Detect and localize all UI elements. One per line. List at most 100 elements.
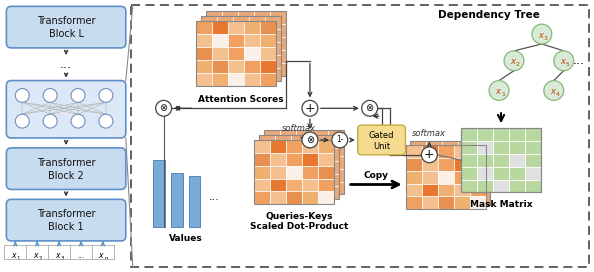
- Bar: [477, 167, 493, 180]
- Bar: [302, 178, 318, 191]
- Bar: [474, 180, 490, 192]
- Bar: [275, 174, 291, 187]
- Text: 2: 2: [39, 256, 42, 261]
- Bar: [410, 154, 426, 167]
- Bar: [222, 24, 238, 37]
- Circle shape: [532, 24, 552, 44]
- Bar: [470, 196, 486, 209]
- Bar: [260, 73, 276, 85]
- Bar: [307, 174, 323, 187]
- Bar: [458, 154, 474, 167]
- Bar: [474, 141, 490, 154]
- FancyBboxPatch shape: [358, 125, 406, 155]
- Bar: [233, 42, 249, 55]
- Bar: [254, 140, 270, 153]
- Bar: [474, 154, 490, 167]
- Bar: [270, 178, 286, 191]
- Bar: [213, 60, 228, 73]
- Bar: [270, 166, 286, 178]
- Bar: [454, 171, 470, 184]
- Bar: [461, 154, 477, 167]
- Bar: [259, 187, 275, 199]
- Bar: [207, 37, 222, 50]
- Text: 1: 1: [17, 256, 20, 261]
- Bar: [217, 68, 233, 81]
- Bar: [323, 161, 339, 174]
- Bar: [525, 180, 541, 192]
- Bar: [477, 128, 493, 141]
- Bar: [249, 42, 265, 55]
- Bar: [443, 192, 458, 205]
- Bar: [509, 180, 525, 192]
- Bar: [438, 158, 454, 171]
- FancyBboxPatch shape: [7, 148, 126, 190]
- Bar: [312, 130, 328, 143]
- Bar: [477, 180, 493, 192]
- Bar: [280, 181, 296, 194]
- Bar: [259, 161, 275, 174]
- Bar: [474, 192, 490, 205]
- Bar: [461, 141, 477, 154]
- Bar: [509, 154, 525, 167]
- Bar: [323, 187, 339, 199]
- Bar: [270, 191, 286, 204]
- Bar: [249, 68, 265, 81]
- Bar: [454, 158, 470, 171]
- Bar: [307, 187, 323, 199]
- Bar: [270, 50, 286, 63]
- Bar: [312, 181, 328, 194]
- Circle shape: [302, 100, 318, 116]
- Bar: [270, 140, 286, 153]
- Bar: [131, 5, 589, 267]
- Text: ⊗: ⊗: [160, 103, 168, 113]
- Bar: [254, 178, 270, 191]
- Bar: [260, 21, 276, 34]
- Bar: [207, 11, 286, 76]
- Text: x: x: [510, 57, 516, 66]
- Text: 5: 5: [566, 62, 570, 67]
- Bar: [296, 143, 312, 156]
- Bar: [461, 180, 477, 192]
- Bar: [302, 153, 318, 166]
- Bar: [254, 11, 270, 24]
- Bar: [286, 140, 302, 153]
- Bar: [291, 161, 307, 174]
- Bar: [213, 73, 228, 85]
- Bar: [323, 174, 339, 187]
- Text: 4: 4: [556, 92, 560, 97]
- Bar: [454, 196, 470, 209]
- Bar: [291, 135, 307, 148]
- Bar: [197, 34, 213, 47]
- Text: 3: 3: [544, 36, 548, 41]
- Bar: [307, 148, 323, 161]
- Circle shape: [43, 88, 57, 102]
- Bar: [259, 135, 339, 199]
- Circle shape: [332, 132, 347, 148]
- Circle shape: [421, 147, 437, 163]
- Circle shape: [43, 114, 57, 128]
- Bar: [328, 156, 344, 169]
- Bar: [323, 135, 339, 148]
- Bar: [458, 180, 474, 192]
- Text: Copy: Copy: [364, 171, 388, 180]
- Bar: [260, 60, 276, 73]
- Bar: [291, 187, 307, 199]
- Bar: [197, 60, 213, 73]
- Bar: [254, 153, 270, 166]
- Bar: [426, 180, 443, 192]
- Circle shape: [489, 81, 509, 100]
- Bar: [197, 73, 213, 85]
- Circle shape: [504, 51, 524, 71]
- Bar: [470, 158, 486, 171]
- Bar: [461, 128, 541, 192]
- Text: ...: ...: [60, 58, 72, 71]
- Text: Transformer: Transformer: [37, 158, 95, 168]
- Bar: [318, 191, 334, 204]
- Bar: [207, 24, 222, 37]
- Text: x: x: [55, 251, 59, 260]
- Bar: [264, 130, 344, 194]
- Bar: [233, 16, 249, 29]
- Bar: [493, 154, 509, 167]
- Bar: [265, 55, 281, 68]
- Text: Block 2: Block 2: [48, 171, 84, 181]
